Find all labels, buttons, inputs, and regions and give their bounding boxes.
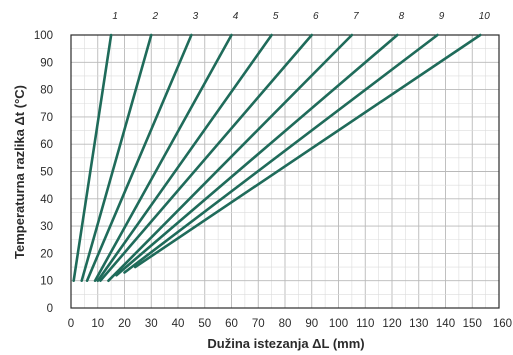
y-tick-label: 0 [47,303,53,315]
y-axis-label: Temperaturna razlika Δt (°C) [12,85,27,259]
x-tick-label: 60 [225,318,238,330]
series-line-6 [99,33,314,283]
x-tick-label: 130 [409,318,428,330]
y-tick-label: 40 [40,194,53,206]
series-line-8 [115,33,399,277]
x-tick-label: 10 [91,318,104,330]
plot-frame [70,34,500,309]
series-labels: 1 2 3 4 5 6 7 8 9 10 [112,11,490,22]
series-line-9 [123,33,439,274]
x-axis-label: Dužina istezanja ΔL (mm) [207,336,364,351]
x-tick-label: 100 [329,318,348,330]
series-line-4 [93,33,233,283]
series-label-3: 3 [193,11,199,22]
x-tick-label: 90 [305,318,318,330]
y-axis: 0 10 20 30 40 50 60 70 80 90 100 [34,30,53,315]
x-tick-label: 0 [68,318,74,330]
series-label-8: 8 [399,11,405,22]
series-label-2: 2 [151,11,158,22]
y-tick-label: 80 [40,85,53,97]
series-label-9: 9 [439,11,445,22]
y-tick-label: 100 [34,30,53,42]
series-label-5: 5 [273,11,279,22]
series-label-6: 6 [313,11,319,22]
x-tick-label: 20 [118,318,131,330]
series-line-10 [133,33,482,269]
x-tick-label: 50 [198,318,211,330]
series-line-2 [80,33,153,283]
series-label-7: 7 [353,11,359,22]
y-tick-label: 50 [40,167,53,179]
y-tick-label: 30 [40,221,53,233]
y-tick-label: 70 [40,112,53,124]
x-tick-label: 70 [252,318,265,330]
x-tick-label: 150 [463,318,482,330]
x-tick-label: 30 [145,318,158,330]
x-tick-label: 140 [436,318,455,330]
y-tick-label: 20 [40,248,53,260]
x-tick-label: 80 [279,318,292,330]
series-label-10: 10 [479,11,491,22]
y-tick-label: 10 [40,276,53,288]
x-tick-label: 40 [172,318,185,330]
y-tick-label: 60 [40,139,53,151]
series-lines [72,33,482,283]
series-line-3 [85,33,193,283]
series-label-4: 4 [233,11,239,22]
series-line-7 [107,33,354,283]
x-tick-label: 110 [356,318,374,330]
x-tick-label: 120 [382,318,401,330]
series-label-1: 1 [112,11,118,22]
x-axis: 0 10 20 30 40 50 60 70 80 90 100 110 120 130 140 150 160 [68,318,512,330]
y-tick-label: 90 [40,57,53,69]
x-tick-label: 160 [493,318,512,330]
series-line-1 [72,33,113,283]
series-line-5 [96,33,273,283]
